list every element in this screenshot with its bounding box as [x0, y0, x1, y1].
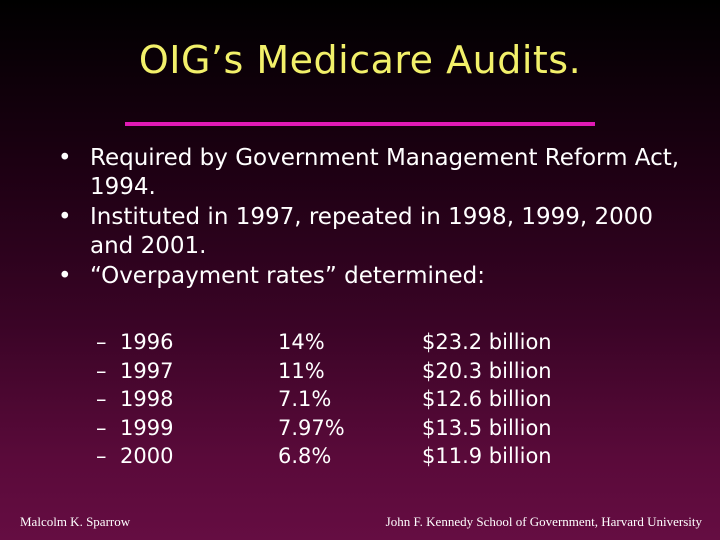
row-year: 1997: [120, 358, 174, 383]
row-dash: –: [96, 444, 107, 468]
row-year: 2000: [120, 444, 174, 468]
row-dash: –: [96, 387, 107, 411]
row-amount: $11.9 billion: [422, 444, 552, 468]
row-year: 1999: [120, 415, 174, 440]
footer-institution: John F. Kennedy School of Government, Ha…: [385, 514, 702, 529]
row-rate: 6.8%: [278, 444, 332, 468]
bullet-item: • “Overpayment rates” determined:: [58, 262, 698, 291]
bullet-text: “Overpayment rates” determined:: [90, 263, 485, 289]
row-rate: 14%: [278, 330, 325, 354]
bullet-text: Required by Government Management Reform…: [90, 145, 680, 200]
bullet-item: • Instituted in 1997, repeated in 1998, …: [58, 203, 698, 261]
row-rate: 7.97%: [278, 415, 345, 440]
row-amount: $23.2 billion: [422, 330, 552, 354]
row-rate: 7.1%: [278, 387, 332, 411]
bullet-list: • Required by Government Management Refo…: [58, 144, 698, 292]
slide-title: OIG’s Medicare Audits.: [138, 38, 582, 82]
row-year: 1998: [120, 387, 174, 411]
row-amount: $20.3 billion: [422, 358, 552, 383]
row-rate: 11%: [278, 358, 325, 383]
title-underline: [125, 122, 595, 126]
row-dash: –: [96, 415, 107, 440]
bullet-marker: •: [58, 204, 72, 230]
row-amount: $12.6 billion: [422, 387, 552, 411]
row-year: 1996: [120, 330, 174, 354]
bullet-marker: •: [58, 263, 72, 289]
bullet-marker: •: [58, 145, 72, 171]
bullet-text: Instituted in 1997, repeated in 1998, 19…: [90, 204, 654, 259]
footer-author: Malcolm K. Sparrow: [20, 514, 131, 529]
row-dash: –: [96, 358, 107, 383]
bullet-item: • Required by Government Management Refo…: [58, 144, 698, 202]
row-amount: $13.5 billion: [422, 415, 552, 440]
row-dash: –: [96, 330, 107, 354]
